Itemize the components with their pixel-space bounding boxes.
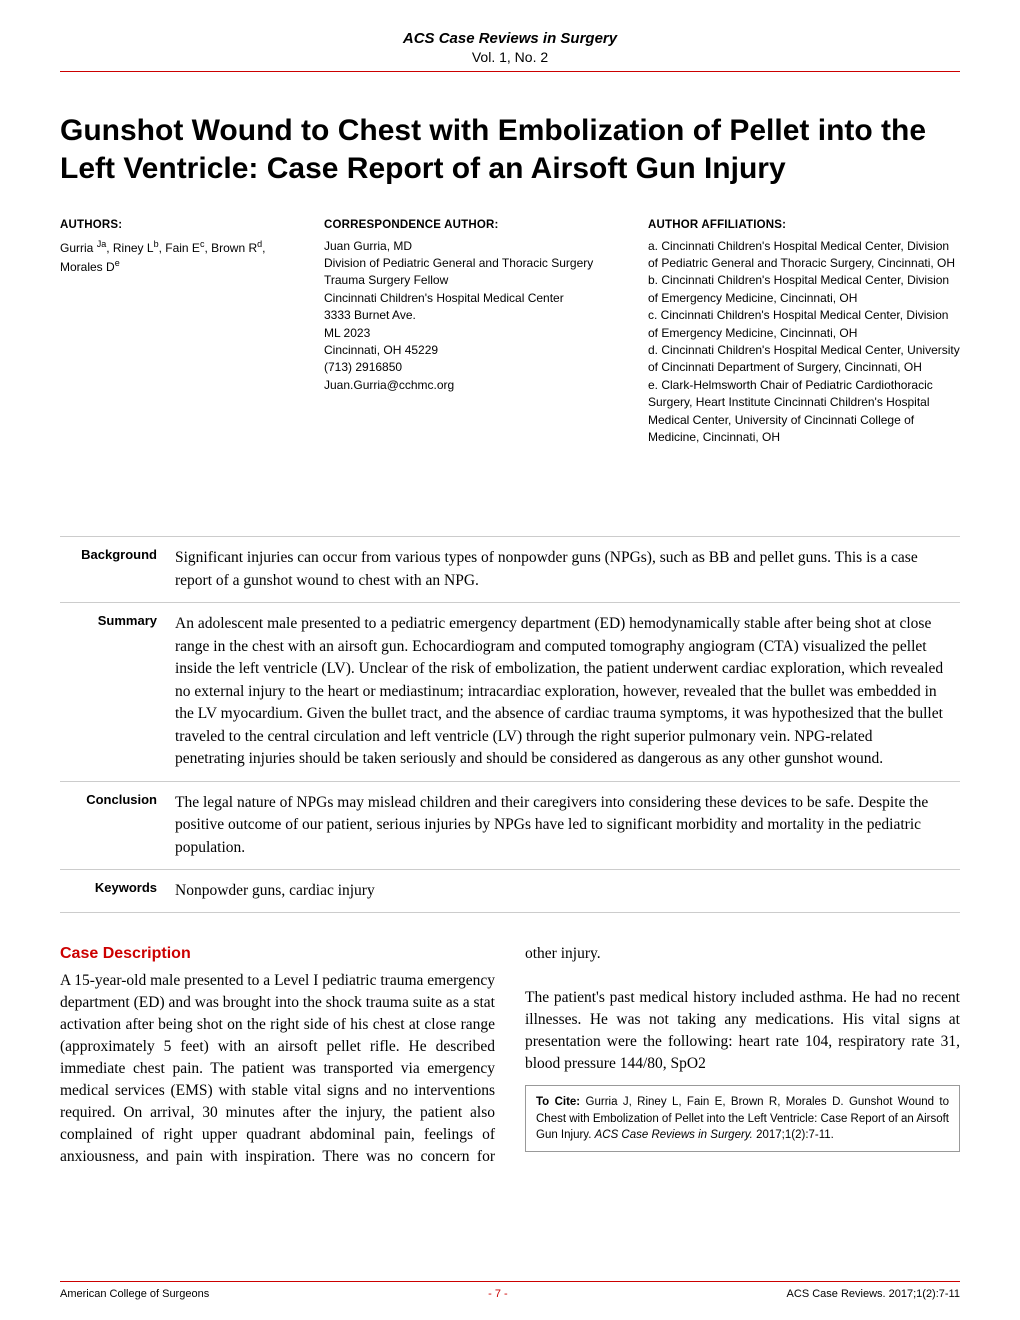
page-footer: American College of Surgeons - 7 - ACS C… [60, 1281, 960, 1300]
journal-title: ACS Case Reviews in Surgery [60, 30, 960, 47]
abstract-text: An adolescent male presented to a pediat… [175, 603, 960, 781]
abstract-label: Summary [60, 603, 175, 781]
meta-block: AUTHORS: Gurria Ja, Riney Lb, Fain Ec, B… [60, 217, 960, 446]
footer-right: ACS Case Reviews. 2017;1(2):7-11 [787, 1288, 960, 1300]
abstract-label: Background [60, 537, 175, 603]
authors-list: Gurria Ja, Riney Lb, Fain Ec, Brown Rd, … [60, 238, 300, 277]
abstract-text: Significant injuries can occur from vari… [175, 537, 960, 603]
abstract-text: The legal nature of NPGs may mislead chi… [175, 781, 960, 869]
issue-label: Vol. 1, No. 2 [60, 49, 960, 65]
case-p1: A 15-year-old male presented to a Level … [60, 972, 495, 1143]
cite-label: To Cite: [536, 1096, 580, 1108]
authors-heading: AUTHORS: [60, 217, 300, 234]
abstract-label: Conclusion [60, 781, 175, 869]
affiliations-body: a. Cincinnati Children's Hospital Medica… [648, 238, 960, 447]
affiliations-heading: AUTHOR AFFILIATIONS: [648, 217, 960, 234]
correspondence-body: Juan Gurria, MD Division of Pediatric Ge… [324, 238, 624, 395]
footer-left: American College of Surgeons [60, 1288, 209, 1300]
case-p3: The patient's past medical history inclu… [525, 989, 960, 1072]
page-number: - 7 - [488, 1288, 508, 1300]
abstract-label: Keywords [60, 869, 175, 912]
section-heading-case: Case Description [60, 943, 495, 966]
body-columns: Case Description A 15-year-old male pres… [60, 943, 960, 1168]
cite-ref: 2017;1(2):7-11. [753, 1129, 834, 1141]
abstract-table: BackgroundSignificant injuries can occur… [60, 536, 960, 913]
correspondence-heading: CORRESPONDENCE AUTHOR: [324, 217, 624, 234]
cite-journal: ACS Case Reviews in Surgery. [595, 1129, 753, 1141]
citation-box: To Cite: Gurria J, Riney L, Fain E, Brow… [525, 1085, 960, 1151]
abstract-text: Nonpowder guns, cardiac injury [175, 869, 960, 912]
article-title: Gunshot Wound to Chest with Embolization… [60, 112, 960, 187]
